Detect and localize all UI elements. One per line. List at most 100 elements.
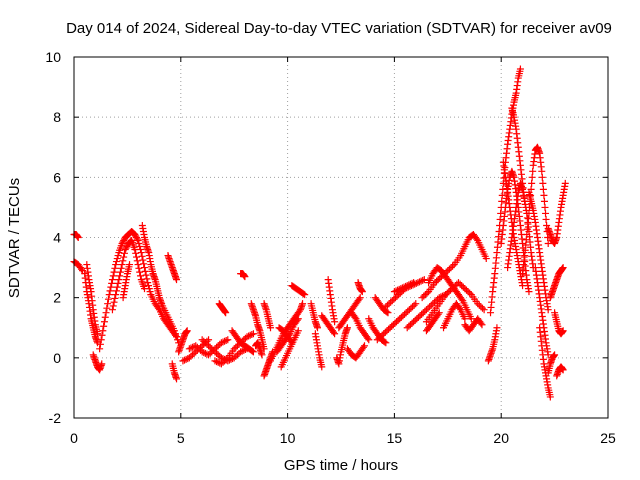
- data-point: [458, 295, 466, 303]
- y-tick-label: 0: [53, 350, 61, 366]
- data-point: [381, 338, 389, 346]
- y-tick-label: 2: [53, 290, 61, 306]
- chart-title: Day 014 of 2024, Sidereal Day-to-day VTE…: [66, 20, 612, 37]
- data-point: [248, 331, 256, 339]
- data-point: [134, 237, 142, 245]
- data-point: [198, 342, 206, 350]
- data-point: [120, 249, 128, 257]
- data-point: [384, 309, 392, 317]
- data-point: [132, 232, 140, 240]
- data-point: [211, 357, 219, 365]
- data-point: [375, 334, 383, 342]
- data-point: [192, 342, 200, 350]
- data-point: [133, 257, 141, 265]
- data-point: [383, 308, 391, 316]
- data-point: [456, 280, 464, 288]
- data-point: [343, 324, 351, 332]
- data-point: [449, 262, 457, 270]
- data-point: [146, 288, 154, 296]
- data-point: [391, 294, 399, 302]
- data-point: [217, 354, 225, 362]
- data-point: [543, 221, 551, 229]
- data-point: [431, 279, 439, 287]
- data-point: [461, 285, 469, 293]
- data-point: [93, 339, 101, 347]
- data-point: [408, 319, 416, 327]
- x-tick-label: 10: [280, 430, 296, 446]
- data-point: [131, 246, 139, 254]
- data-point: [365, 336, 373, 344]
- data-point: [427, 301, 435, 309]
- data-point: [140, 264, 148, 272]
- data-point: [406, 280, 414, 288]
- data-point: [233, 342, 241, 350]
- data-point: [432, 297, 440, 305]
- data-point: [395, 285, 403, 293]
- data-point: [528, 173, 536, 181]
- data-point: [135, 240, 143, 248]
- data-point: [351, 313, 359, 321]
- data-point: [390, 288, 398, 296]
- data-point: [360, 342, 368, 350]
- data-point: [121, 246, 129, 254]
- data-point: [115, 276, 123, 284]
- data-point: [358, 288, 366, 296]
- data-point: [100, 318, 108, 326]
- data-point: [408, 279, 416, 287]
- data-point: [179, 357, 187, 365]
- data-point: [540, 191, 548, 199]
- data-point: [380, 330, 388, 338]
- data-point: [475, 301, 483, 309]
- data-point: [478, 321, 486, 329]
- data-point: [101, 313, 109, 321]
- data-point: [190, 349, 198, 357]
- data-point: [208, 345, 216, 353]
- data-point: [287, 337, 295, 345]
- data-point: [190, 343, 198, 351]
- data-point: [243, 333, 251, 341]
- data-point: [299, 300, 307, 308]
- data-point: [232, 343, 240, 351]
- data-point: [112, 258, 120, 266]
- data-point: [108, 276, 116, 284]
- data-point: [418, 310, 426, 318]
- data-point: [497, 209, 505, 217]
- data-point: [538, 173, 546, 181]
- data-point: [183, 327, 191, 335]
- data-point: [377, 333, 385, 341]
- data-point: [294, 315, 302, 323]
- data-point: [288, 339, 296, 347]
- data-point: [118, 261, 126, 269]
- data-point: [356, 294, 364, 302]
- data-point: [132, 249, 140, 257]
- data-point: [402, 309, 410, 317]
- data-point: [185, 345, 193, 353]
- data-point: [480, 306, 488, 314]
- x-tick-label: 25: [600, 430, 616, 446]
- data-point: [393, 318, 401, 326]
- data-point: [477, 319, 485, 327]
- data-point: [405, 306, 413, 314]
- data-point: [133, 235, 141, 243]
- data-point: [314, 324, 322, 332]
- data-point: [402, 282, 410, 290]
- data-point: [404, 307, 412, 315]
- data-point: [294, 327, 302, 335]
- data-point: [415, 278, 423, 286]
- data-point: [216, 359, 224, 367]
- data-point: [142, 271, 150, 279]
- data-point: [454, 279, 462, 287]
- data-point: [364, 334, 372, 342]
- data-point: [198, 336, 206, 344]
- data-point: [100, 322, 108, 330]
- y-tick-label: 10: [45, 49, 61, 65]
- data-point: [448, 285, 456, 293]
- data-point: [394, 286, 402, 294]
- data-point: [405, 281, 413, 289]
- data-point: [96, 340, 104, 348]
- data-point: [382, 339, 390, 347]
- data-point: [435, 309, 443, 317]
- data-point: [443, 289, 451, 297]
- data-point: [429, 300, 437, 308]
- data-point: [389, 321, 397, 329]
